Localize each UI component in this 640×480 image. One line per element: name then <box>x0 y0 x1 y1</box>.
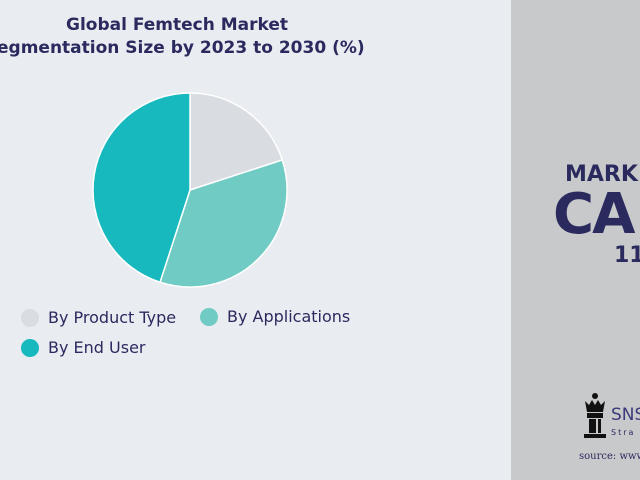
cagr-label: CA <box>553 182 635 247</box>
legend-item-end-user: By End User <box>21 338 146 358</box>
legend-swatch <box>21 339 39 357</box>
side-panel: MARK CA 11. SNS Stra source: www <box>511 0 640 480</box>
legend-label: By Product Type <box>48 308 177 327</box>
pie-slice-applications <box>159 159 288 288</box>
pie-slice-end-user <box>92 92 191 284</box>
chart-title-line-1: Global Femtech Market <box>66 15 289 35</box>
legend-item-product-type: By Product Type <box>21 308 176 328</box>
legend-swatch <box>200 308 218 326</box>
brand-name: SNS <box>611 405 640 425</box>
chess-rook-logo-icon <box>584 393 606 438</box>
legend-swatch <box>21 309 39 327</box>
source-text: source: www <box>579 451 640 462</box>
brand-subtitle: Stra <box>611 428 636 437</box>
legend-item-applications: By Applications <box>200 307 350 327</box>
pie-chart <box>92 92 288 288</box>
cagr-value: 11. <box>614 243 640 268</box>
chart-title-line-2: egmentation Size by 2023 to 2030 (%) <box>0 38 365 58</box>
market-label: MARK <box>565 162 638 187</box>
pie-slice-product-type <box>189 92 284 192</box>
legend-label: By Applications <box>227 307 351 326</box>
legend-label: By End User <box>48 338 146 357</box>
chart-title: Global Femtech Market egmentation Size b… <box>0 14 640 60</box>
